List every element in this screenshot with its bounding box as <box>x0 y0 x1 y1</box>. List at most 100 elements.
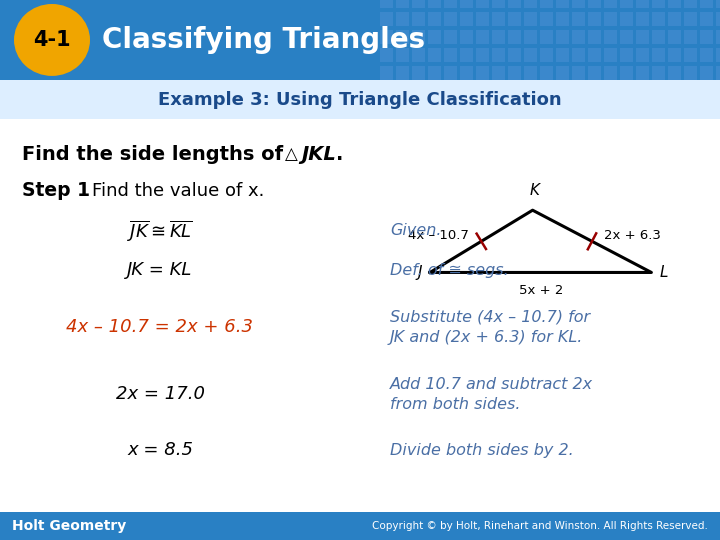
Bar <box>492 12 505 26</box>
Bar <box>684 66 697 80</box>
Text: 4x – 10.7 = 2x + 6.3: 4x – 10.7 = 2x + 6.3 <box>66 319 253 336</box>
Bar <box>620 30 633 44</box>
Text: Step 1: Step 1 <box>22 181 90 200</box>
Text: Divide both sides by 2.: Divide both sides by 2. <box>390 443 574 457</box>
Bar <box>604 12 617 26</box>
Bar <box>476 12 489 26</box>
Bar <box>700 0 713 8</box>
Text: .: . <box>336 145 343 164</box>
Bar <box>716 30 720 44</box>
Bar <box>668 12 681 26</box>
Bar <box>508 12 521 26</box>
Bar <box>556 48 569 62</box>
Bar <box>460 66 473 80</box>
Text: x = 8.5: x = 8.5 <box>127 441 193 459</box>
Bar <box>412 12 425 26</box>
Bar <box>668 48 681 62</box>
Text: △: △ <box>285 145 298 163</box>
Bar <box>556 0 569 8</box>
Bar <box>476 30 489 44</box>
Bar <box>508 48 521 62</box>
Bar <box>380 48 393 62</box>
Bar <box>716 48 720 62</box>
Bar <box>508 0 521 8</box>
Bar <box>508 30 521 44</box>
Bar <box>636 48 649 62</box>
Bar <box>556 12 569 26</box>
Text: from both sides.: from both sides. <box>390 397 521 411</box>
Bar <box>492 48 505 62</box>
Bar <box>684 48 697 62</box>
Bar <box>604 66 617 80</box>
Bar <box>572 48 585 62</box>
Bar <box>524 66 537 80</box>
Text: JK and (2x + 6.3) for KL.: JK and (2x + 6.3) for KL. <box>390 330 583 345</box>
Ellipse shape <box>14 4 90 76</box>
Bar <box>652 30 665 44</box>
Bar <box>716 0 720 8</box>
Bar <box>668 66 681 80</box>
Bar <box>572 0 585 8</box>
Bar <box>444 12 457 26</box>
Bar <box>492 30 505 44</box>
Bar <box>508 66 521 80</box>
Bar <box>588 0 601 8</box>
Bar <box>684 12 697 26</box>
Text: 5x + 2: 5x + 2 <box>518 285 563 298</box>
Bar <box>652 0 665 8</box>
Text: Example 3: Using Triangle Classification: Example 3: Using Triangle Classification <box>158 91 562 109</box>
Text: 4-1: 4-1 <box>33 30 71 50</box>
Bar <box>380 0 393 8</box>
Text: Holt Geometry: Holt Geometry <box>12 519 126 533</box>
Text: L: L <box>660 265 668 280</box>
Bar <box>444 30 457 44</box>
Bar <box>684 30 697 44</box>
Bar <box>652 12 665 26</box>
Bar <box>572 12 585 26</box>
Text: J: J <box>418 265 422 280</box>
Bar <box>604 0 617 8</box>
Bar <box>460 30 473 44</box>
Bar <box>716 66 720 80</box>
Bar <box>572 66 585 80</box>
Bar <box>492 0 505 8</box>
Bar <box>492 66 505 80</box>
Bar <box>572 30 585 44</box>
Bar <box>428 0 441 8</box>
Bar <box>444 48 457 62</box>
Bar <box>700 66 713 80</box>
Bar <box>412 0 425 8</box>
Text: K: K <box>530 183 539 198</box>
Bar <box>412 66 425 80</box>
Bar <box>412 30 425 44</box>
Bar <box>428 48 441 62</box>
Bar <box>588 12 601 26</box>
Text: $\overline{JK} \cong \overline{KL}$: $\overline{JK} \cong \overline{KL}$ <box>127 218 193 243</box>
Bar <box>460 12 473 26</box>
Bar <box>460 0 473 8</box>
Text: Copyright © by Holt, Rinehart and Winston. All Rights Reserved.: Copyright © by Holt, Rinehart and Winsto… <box>372 521 708 531</box>
Text: 4x – 10.7: 4x – 10.7 <box>408 229 469 242</box>
Bar <box>636 66 649 80</box>
Bar <box>620 66 633 80</box>
Text: Add 10.7 and subtract 2x: Add 10.7 and subtract 2x <box>390 377 593 392</box>
Bar <box>428 12 441 26</box>
Bar <box>700 48 713 62</box>
Bar <box>636 12 649 26</box>
Text: 2x = 17.0: 2x = 17.0 <box>115 385 204 403</box>
Bar <box>428 66 441 80</box>
Bar <box>380 66 393 80</box>
Bar <box>684 0 697 8</box>
Text: Classifying Triangles: Classifying Triangles <box>102 26 425 54</box>
Bar <box>556 30 569 44</box>
Bar <box>588 66 601 80</box>
Bar <box>588 30 601 44</box>
Bar <box>476 0 489 8</box>
Bar <box>588 48 601 62</box>
Bar <box>540 66 553 80</box>
Bar <box>396 0 409 8</box>
Bar <box>444 66 457 80</box>
Bar <box>524 48 537 62</box>
Bar <box>668 30 681 44</box>
Bar <box>620 12 633 26</box>
